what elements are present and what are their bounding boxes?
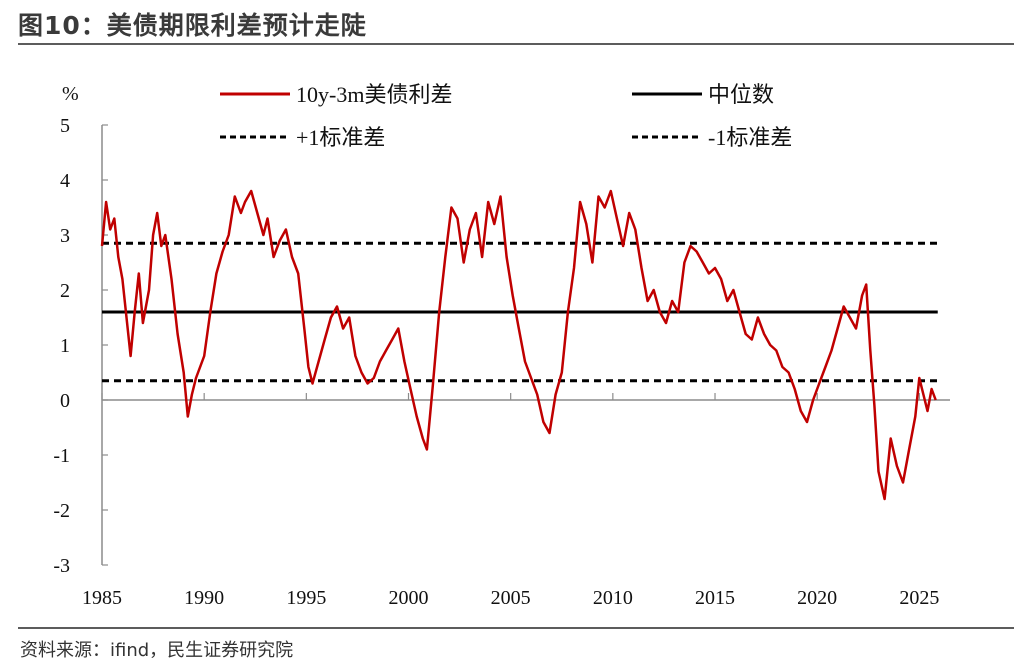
- spread-line: [100, 189, 937, 501]
- x-tick-label: 2005: [491, 587, 531, 609]
- footer-divider: [18, 627, 1014, 629]
- axes: [101, 124, 950, 566]
- y-tick-label: 3: [60, 225, 70, 247]
- y-tick-label: -1: [53, 445, 70, 467]
- legend-label: 10y-3m美债利差: [296, 82, 452, 107]
- y-tick-label: 2: [60, 280, 70, 302]
- y-tick-label: 0: [60, 390, 70, 412]
- x-tick-label: 2010: [593, 587, 633, 609]
- legend-label: +1标准差: [296, 125, 385, 150]
- figure-title: 图10：美债期限利差预计走陡: [18, 11, 367, 40]
- reference-lines: [102, 241, 938, 383]
- y-tick-label: 1: [60, 335, 70, 357]
- x-tick-label: 1985: [82, 587, 122, 609]
- spread-chart: 5 4 3 2 1 0 -1 -2 -3 1985 1990 1995 2000 2005 2010 2015…: [53, 82, 950, 609]
- y-axis-unit-label: %: [62, 83, 79, 105]
- legend-label: -1标准差: [708, 125, 792, 150]
- x-tick-label: 2015: [695, 587, 735, 609]
- legend-label: 中位数: [708, 82, 774, 107]
- y-tick-label: -3: [53, 555, 70, 577]
- y-tick-label: 4: [60, 170, 70, 192]
- x-tick-label: 1995: [286, 587, 326, 609]
- x-tick-label: 2025: [899, 587, 939, 609]
- series-layer: [100, 189, 937, 501]
- x-tick-label: 1990: [184, 587, 224, 609]
- y-tick-label: 5: [60, 115, 70, 137]
- y-tick-label: -2: [53, 500, 70, 522]
- x-tick-label: 2020: [797, 587, 837, 609]
- tick-labels: 5 4 3 2 1 0 -1 -2 -3 1985 1990 1995 2000 2005 2010 2015…: [53, 115, 939, 609]
- x-tick-label: 2000: [389, 587, 429, 609]
- source-note: 资料来源：ifind，民生证券研究院: [20, 640, 294, 661]
- title-divider: [18, 43, 1014, 45]
- legend: 10y-3m美债利差 中位数 +1标准差 -1标准差: [220, 82, 792, 150]
